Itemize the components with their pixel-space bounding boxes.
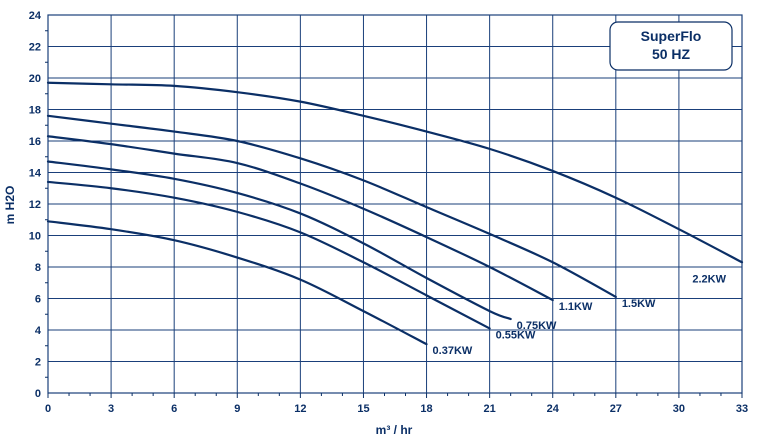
series-label-0_75kw: 0.75KW: [517, 320, 557, 332]
x-axis-title: m³ / hr: [376, 423, 413, 437]
y-axis-title: m H2O: [3, 186, 17, 225]
series-label-1_5kw: 1.5KW: [622, 298, 656, 310]
x-tick-label: 30: [673, 403, 685, 415]
x-tick-label: 21: [484, 403, 496, 415]
x-tick-label: 6: [171, 403, 177, 415]
plot-frame: [47, 14, 743, 394]
y-tick-label: 14: [29, 168, 42, 180]
y-tick-label: 10: [29, 231, 41, 243]
y-tick-label: 2: [35, 357, 41, 369]
y-tick-label: 16: [29, 136, 41, 148]
y-tick-label: 18: [29, 105, 41, 117]
x-tick-label: 3: [108, 403, 114, 415]
series-line-2_2kw: [46, 81, 744, 264]
chart-title: SuperFlo: [641, 28, 702, 44]
series-label-0_37kw: 0.37KW: [433, 345, 473, 357]
series-lines: [46, 81, 744, 346]
y-tick-label: 0: [35, 388, 41, 400]
y-tick-label: 8: [35, 262, 41, 274]
x-tick-label: 15: [357, 403, 369, 415]
x-tick-label: 27: [610, 403, 622, 415]
title-box: SuperFlo 50 HZ: [609, 21, 733, 71]
series-line-0_37kw: [46, 220, 428, 346]
y-tick-label: 12: [29, 199, 41, 211]
y-tick-label: 22: [29, 42, 41, 54]
series-line-1_1kw: [46, 135, 554, 302]
x-tick-label: 18: [420, 403, 432, 415]
x-tick-label: 0: [45, 403, 51, 415]
series-line-1_5kw: [46, 114, 617, 299]
y-tick-label: 6: [35, 294, 41, 306]
series-label-0_55kw: 0.55KW: [496, 329, 536, 341]
series-label-1_1kw: 1.1KW: [559, 301, 593, 313]
x-tick-label: 24: [547, 403, 560, 415]
grid: [47, 14, 743, 394]
y-tick-label: 20: [29, 73, 41, 85]
y-tick-label: 4: [35, 325, 42, 337]
title-box-frame: [609, 21, 733, 71]
x-tick-label: 12: [294, 403, 306, 415]
series-line-0_75kw: [46, 160, 512, 321]
series-label-2_2kw: 2.2KW: [692, 273, 726, 285]
x-tick-label: 33: [736, 403, 748, 415]
chart-subtitle: 50 HZ: [652, 46, 691, 62]
x-tick-label: 9: [234, 403, 240, 415]
series-line-0_55kw: [46, 180, 491, 330]
y-tick-label: 24: [29, 10, 42, 22]
